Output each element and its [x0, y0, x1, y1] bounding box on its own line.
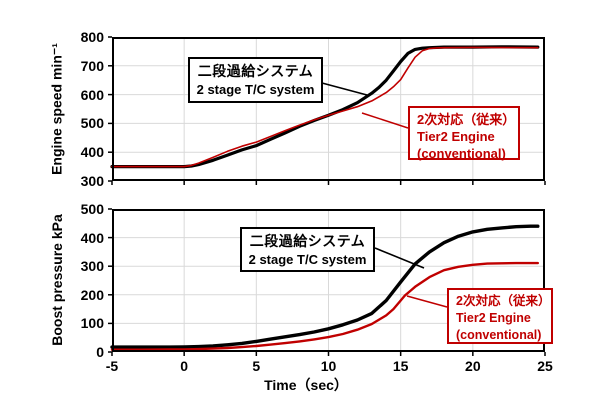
x-tick-label: 20: [465, 358, 481, 374]
y-tick-label: 0: [96, 344, 104, 360]
tier2-label-en2: (conventional): [417, 146, 506, 161]
plot-border: [112, 209, 545, 352]
x-tick-label: 5: [252, 358, 261, 374]
engine-speed-axis-label: Engine speed min⁻¹: [48, 43, 65, 175]
tier2-label-en1: Tier2 Engine: [456, 311, 531, 325]
two-stage-label-jp: 二段過給システム: [249, 233, 366, 249]
series-line-1: [110, 261, 539, 351]
y-tick-label: 500: [80, 115, 104, 132]
x-tick-label: 25: [537, 358, 553, 374]
tier2-label-box-top: 2次対応（従来） Tier2 Engine (conventional): [408, 106, 520, 161]
tier2-label-jp: 2次対応（従来）: [456, 294, 551, 308]
time-axis-label: Time（sec）: [264, 377, 348, 393]
two-stage-label-en: 2 stage T/C system: [196, 82, 315, 97]
x-tick-label: 0: [180, 358, 189, 374]
plot-border: [112, 37, 545, 181]
y-tick-label: 300: [80, 173, 104, 189]
two-stage-label-en: 2 stage T/C system: [248, 252, 367, 267]
y-tick-label: 300: [80, 258, 104, 275]
y-tick-label: 400: [80, 229, 104, 246]
y-tick-label: 400: [80, 144, 104, 161]
tier2-label-en2: (conventional): [456, 328, 542, 342]
y-tick-label: 600: [80, 86, 104, 103]
series-line-1: [111, 46, 539, 168]
x-tick-label: 10: [320, 358, 337, 374]
x-tick-label: -5: [105, 358, 119, 374]
tier2-label-jp: 2次対応（従来）: [417, 112, 516, 127]
y-tick-label: 500: [80, 201, 104, 217]
two-stage-label-box-bottom: 二段過給システム 2 stage T/C system: [240, 227, 375, 272]
y-tick-label: 100: [80, 315, 104, 332]
boost-pressure-axis-label: Boost pressure kPa: [49, 214, 65, 346]
tier2-label-box-bottom: 2次対応（従来） Tier2 Engine (conventional): [447, 288, 553, 344]
y-tick-label: 700: [80, 57, 104, 74]
y-tick-label: 800: [80, 29, 104, 45]
two-stage-label-jp: 二段過給システム: [197, 63, 314, 79]
tier2-label-en1: Tier2 Engine: [417, 129, 495, 144]
two-stage-label-box-top: 二段過給システム 2 stage T/C system: [188, 57, 323, 103]
series-line-0: [110, 224, 540, 349]
x-tick-label: 15: [392, 358, 409, 374]
y-tick-label: 200: [80, 286, 104, 303]
